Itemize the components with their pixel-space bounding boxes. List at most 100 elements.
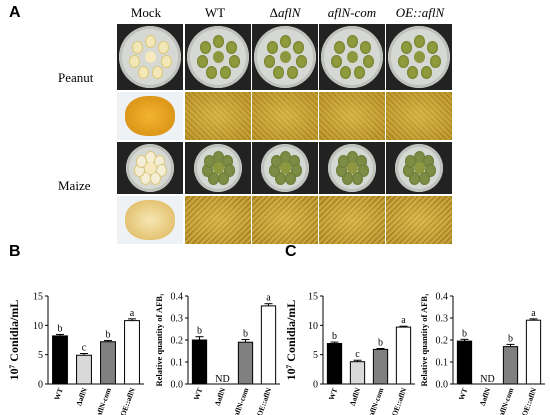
kernel <box>347 151 358 165</box>
kernel <box>418 171 430 185</box>
y-tick-label: 0.0 <box>171 380 184 391</box>
kernel <box>208 171 220 185</box>
kernel <box>223 164 235 178</box>
kernel-center <box>347 162 358 174</box>
bar <box>191 339 208 385</box>
bar <box>502 346 519 385</box>
kernel <box>149 171 161 185</box>
kernel <box>424 164 436 178</box>
kernel-closeup-photo <box>117 92 183 140</box>
kernel <box>152 65 164 79</box>
kernel-center <box>145 51 156 63</box>
kernel <box>272 65 284 79</box>
petri-dish-photo <box>386 24 452 90</box>
significance-letter: b <box>332 331 337 342</box>
significance-letter: b <box>462 328 467 339</box>
kernel-closeup-photo <box>185 196 251 244</box>
kernel <box>351 171 363 185</box>
kernel-center <box>414 51 425 63</box>
mock-kernel <box>125 96 175 136</box>
y-tick-label: 5 <box>313 350 318 361</box>
petri-dish-photo <box>252 24 318 90</box>
kernel-center <box>145 162 156 174</box>
kernel-closeup-photo <box>252 92 318 140</box>
bar <box>456 340 473 385</box>
y-tick-label: 0 <box>38 380 43 391</box>
kernel-closeup-photo <box>252 196 318 244</box>
kernel <box>422 155 434 169</box>
kernel <box>280 34 291 48</box>
bar <box>237 341 254 385</box>
kernel <box>269 164 281 178</box>
y-tick-label: 0.2 <box>171 336 184 347</box>
petri-dish-photo <box>386 142 452 194</box>
bar <box>52 335 68 385</box>
kernel <box>136 155 148 169</box>
kernel <box>288 155 300 169</box>
y-axis-label: Relative quantity of AFB₁ <box>419 293 429 386</box>
x-tick-label: ΔaflN <box>478 386 493 407</box>
kernel <box>398 54 410 68</box>
bar <box>372 348 389 385</box>
kernel-closeup-photo <box>319 92 385 140</box>
kernel <box>359 40 371 54</box>
mock-kernel <box>125 200 175 240</box>
column-header-deletion: ΔaflN <box>250 5 320 21</box>
panel-letter-c: C <box>285 243 297 260</box>
y-tick-label: 10 <box>33 321 43 332</box>
y-axis-label: 10⁷ Conidia/mL <box>7 300 21 381</box>
kernel <box>145 34 156 48</box>
delta-symbol: Δ <box>269 5 278 20</box>
kernel <box>338 155 350 169</box>
kernel <box>414 34 425 48</box>
significance-letter: c <box>355 349 360 360</box>
kernel <box>157 40 169 54</box>
kernel <box>275 171 287 185</box>
column-header-complement: aflN-com <box>327 5 377 20</box>
petri-dish-photo <box>185 142 251 194</box>
significance-letter: c <box>82 342 87 353</box>
fungal-growth <box>252 196 318 244</box>
bar <box>525 319 542 385</box>
kernel <box>217 171 229 185</box>
column-header-wt: WT <box>204 5 226 20</box>
petri-dish-photo <box>117 142 183 194</box>
kernel <box>213 34 224 48</box>
kernel <box>267 40 279 54</box>
kernel-center <box>414 162 425 174</box>
kernel-center <box>213 162 224 174</box>
x-tick-label: aflN-com <box>232 386 251 415</box>
fungal-growth <box>252 92 318 140</box>
kernel <box>347 34 358 48</box>
kernel <box>426 40 438 54</box>
kernel <box>414 151 425 165</box>
y-tick-label: 0.2 <box>436 336 449 347</box>
significance-letter: b <box>378 338 383 349</box>
petri-dish-photo <box>117 24 183 90</box>
kernel <box>280 151 291 165</box>
y-tick-label: 0.3 <box>436 314 449 325</box>
kernel <box>334 40 346 54</box>
y-axis-label: Relative quantity of AFB₁ <box>154 293 164 386</box>
kernel-center <box>213 51 224 63</box>
kernel <box>401 40 413 54</box>
kernel-center <box>280 162 291 174</box>
kernel <box>134 164 146 178</box>
y-tick-label: 10 <box>308 321 318 332</box>
row-label-peanut: Peanut <box>58 70 94 85</box>
kernel <box>336 164 348 178</box>
row-label-maize: Maize <box>58 178 91 193</box>
photo-grid <box>117 24 453 244</box>
kernel <box>284 171 296 185</box>
kernel <box>357 164 369 178</box>
kernel <box>225 40 237 54</box>
significance-letter: b <box>508 333 513 344</box>
chart-b-conidia: 0 5 10 15 10⁷ Conidia/mL b WT c ΔaflN b aflN-com a O… <box>7 292 144 415</box>
kernel <box>403 164 415 178</box>
column-header-overexpression: OE::aflN <box>395 5 445 20</box>
x-tick-label: OE::aflN <box>118 386 137 415</box>
significance-letter: a <box>130 308 135 319</box>
kernel-closeup-photo <box>386 92 452 140</box>
kernel <box>200 40 212 54</box>
fungal-growth <box>386 92 452 140</box>
